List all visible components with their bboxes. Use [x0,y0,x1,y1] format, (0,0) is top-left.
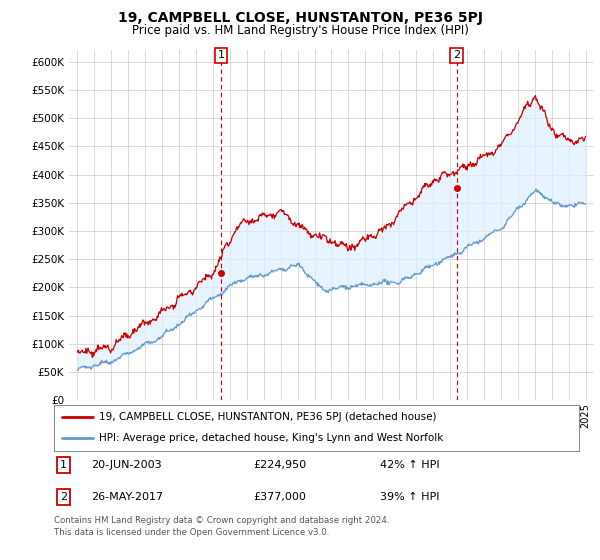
Text: 26-MAY-2017: 26-MAY-2017 [91,492,163,502]
Text: 20-JUN-2003: 20-JUN-2003 [91,460,161,470]
Text: 2: 2 [453,50,460,60]
Text: HPI: Average price, detached house, King's Lynn and West Norfolk: HPI: Average price, detached house, King… [98,433,443,444]
Text: 1: 1 [217,50,224,60]
Text: 1: 1 [60,460,67,470]
Text: Price paid vs. HM Land Registry's House Price Index (HPI): Price paid vs. HM Land Registry's House … [131,24,469,36]
Text: 42% ↑ HPI: 42% ↑ HPI [380,460,439,470]
Text: 19, CAMPBELL CLOSE, HUNSTANTON, PE36 5PJ: 19, CAMPBELL CLOSE, HUNSTANTON, PE36 5PJ [118,11,482,25]
Text: 2: 2 [60,492,67,502]
Text: 39% ↑ HPI: 39% ↑ HPI [380,492,439,502]
Text: 19, CAMPBELL CLOSE, HUNSTANTON, PE36 5PJ (detached house): 19, CAMPBELL CLOSE, HUNSTANTON, PE36 5PJ… [98,412,436,422]
Text: £377,000: £377,000 [254,492,307,502]
Text: Contains HM Land Registry data © Crown copyright and database right 2024.
This d: Contains HM Land Registry data © Crown c… [54,516,389,537]
Text: £224,950: £224,950 [254,460,307,470]
